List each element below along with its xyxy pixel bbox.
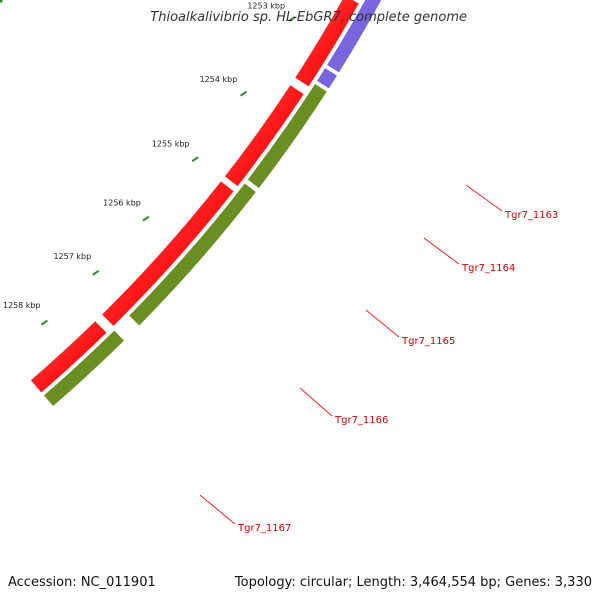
scale-tick-label: 1258 kbp xyxy=(3,301,41,310)
forward-cds-arrow xyxy=(102,181,234,326)
scale-tick-label: 1257 kbp xyxy=(54,252,92,261)
gene-continued xyxy=(43,330,125,407)
gene-tgr7-1164 xyxy=(327,0,382,73)
scale-tick-label: 1253 kbp xyxy=(247,1,285,10)
genes-layer xyxy=(30,0,382,407)
scale-tick-label: 1254 kbp xyxy=(200,75,238,84)
scale-tick-label: 1256 kbp xyxy=(103,198,141,207)
gene-label: Tgr7_1164 xyxy=(461,263,515,274)
leader-line xyxy=(365,309,400,338)
forward-cds-arrow xyxy=(30,321,107,393)
gene-tgr7-1167 xyxy=(129,183,256,326)
forward-cds-arrow xyxy=(295,0,359,87)
labels-layer: Tgr7_1163 Tgr7_1164 Tgr7_1165 Tgr7_1166 Tgr7… xyxy=(199,184,558,534)
scale-dot-1-60 xyxy=(0,0,3,3)
genome-summary: Topology: circular; Length: 3,464,554 bp… xyxy=(234,575,592,590)
gene-tgr7-1165 xyxy=(317,68,337,89)
gene-label: Tgr7_1167 xyxy=(237,523,291,534)
leader-line xyxy=(199,494,236,525)
gene-label: Tgr7_1163 xyxy=(504,210,558,221)
scale-tick-label: 1255 kbp xyxy=(152,140,190,149)
leader-line xyxy=(423,237,460,265)
leader-line xyxy=(465,184,503,212)
scale-tick-mark xyxy=(191,156,199,162)
gene-label: Tgr7_1165 xyxy=(401,336,455,347)
forward-cds-arrow xyxy=(224,85,304,187)
gene-label: Tgr7_1166 xyxy=(334,415,388,426)
scale-tick-mark xyxy=(92,269,100,276)
map-title: Thioalkalivibrio sp. HL-EbGR7, complete … xyxy=(150,10,467,25)
leader-line xyxy=(299,387,333,417)
scale-tick-mark xyxy=(288,16,296,22)
scale-tick-mark xyxy=(142,215,150,222)
gene-tgr7-1166 xyxy=(247,83,327,189)
scale-tick-mark xyxy=(240,90,248,97)
scale-tick-mark xyxy=(40,319,48,326)
accession-label: Accession: NC_011901 xyxy=(8,575,156,590)
